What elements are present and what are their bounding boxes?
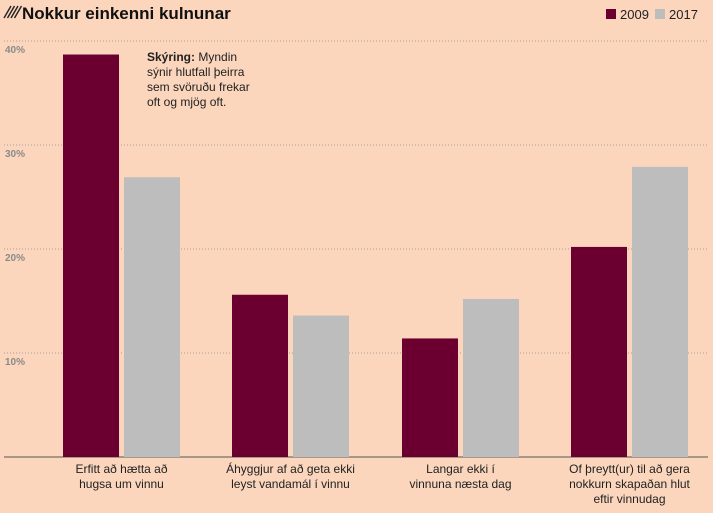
x-category-label-line: nokkurn skapaðan hlut xyxy=(569,477,690,491)
hatch-stroke xyxy=(10,5,19,19)
diagonal-hatch-icon xyxy=(3,5,23,19)
annotation-line: oft og mjög oft. xyxy=(147,95,226,109)
x-category-label-line: Erfitt að hætta að xyxy=(75,462,167,476)
bars xyxy=(63,54,688,458)
x-category-label-3: Langar ekki í vinnuna næsta dag xyxy=(409,462,511,491)
y-tick-label: 30% xyxy=(5,149,25,160)
bar-2009-category-2 xyxy=(232,294,288,457)
annotation-line: Myndin xyxy=(195,50,237,64)
legend-label-2009: 2009 xyxy=(620,7,649,22)
x-category-label-line: Áhyggjur af að geta ekki xyxy=(226,461,355,476)
x-category-label-line: leyst vandamál í vinnu xyxy=(231,477,350,491)
chart-title: Nokkur einkenni kulnunar xyxy=(22,4,231,23)
bar-2017-category-1 xyxy=(124,177,180,458)
legend: 2009 2017 xyxy=(606,7,698,22)
bar-2017-category-4 xyxy=(632,166,688,457)
y-tick-label: 20% xyxy=(5,253,25,264)
bar-2009-category-1 xyxy=(63,54,119,458)
hatch-stroke xyxy=(3,5,12,19)
y-tick-label: 10% xyxy=(5,357,25,368)
x-category-label-line: Of þreytt(ur) til að gera xyxy=(569,462,690,476)
x-axis-labels: Erfitt að hætta að hugsa um vinnu Áhyggjur… xyxy=(75,461,690,506)
x-category-label-line: hugsa um vinnu xyxy=(79,477,164,491)
bar-2017-category-3 xyxy=(463,298,519,457)
legend-swatch-2017 xyxy=(655,9,665,19)
hatch-stroke xyxy=(6,5,16,19)
title-group: Nokkur einkenni kulnunar xyxy=(3,4,231,23)
x-category-label-line: vinnuna næsta dag xyxy=(409,477,511,491)
hatch-stroke xyxy=(13,5,23,19)
bar-2009-category-3 xyxy=(402,338,458,457)
x-category-label-4: Of þreytt(ur) til að gera nokkurn skapaða… xyxy=(569,462,690,506)
legend-label-2017: 2017 xyxy=(669,7,698,22)
bar-2017-category-2 xyxy=(293,315,349,457)
legend-swatch-2009 xyxy=(606,9,616,19)
bar-2009-category-4 xyxy=(571,246,627,457)
annotation-line: sem svöruðu frekar xyxy=(147,80,250,94)
annotation-bold-label: Skýring: xyxy=(147,50,195,64)
annotation-line: sýnir hlutfall þeirra xyxy=(147,65,245,79)
annotation-note: Skýring: Myndin sýnir hlutfall þeirra sem … xyxy=(147,50,250,109)
x-category-label-line: Langar ekki í xyxy=(426,462,495,476)
x-category-label-line: eftir vinnudag xyxy=(593,492,665,506)
y-tick-label: 40% xyxy=(5,45,25,56)
x-category-label-1: Erfitt að hætta að hugsa um vinnu xyxy=(75,462,167,491)
grid: 10% 20% 30% 40% xyxy=(4,40,708,458)
x-category-label-2: Áhyggjur af að geta ekki leyst vandamál í… xyxy=(226,461,355,491)
